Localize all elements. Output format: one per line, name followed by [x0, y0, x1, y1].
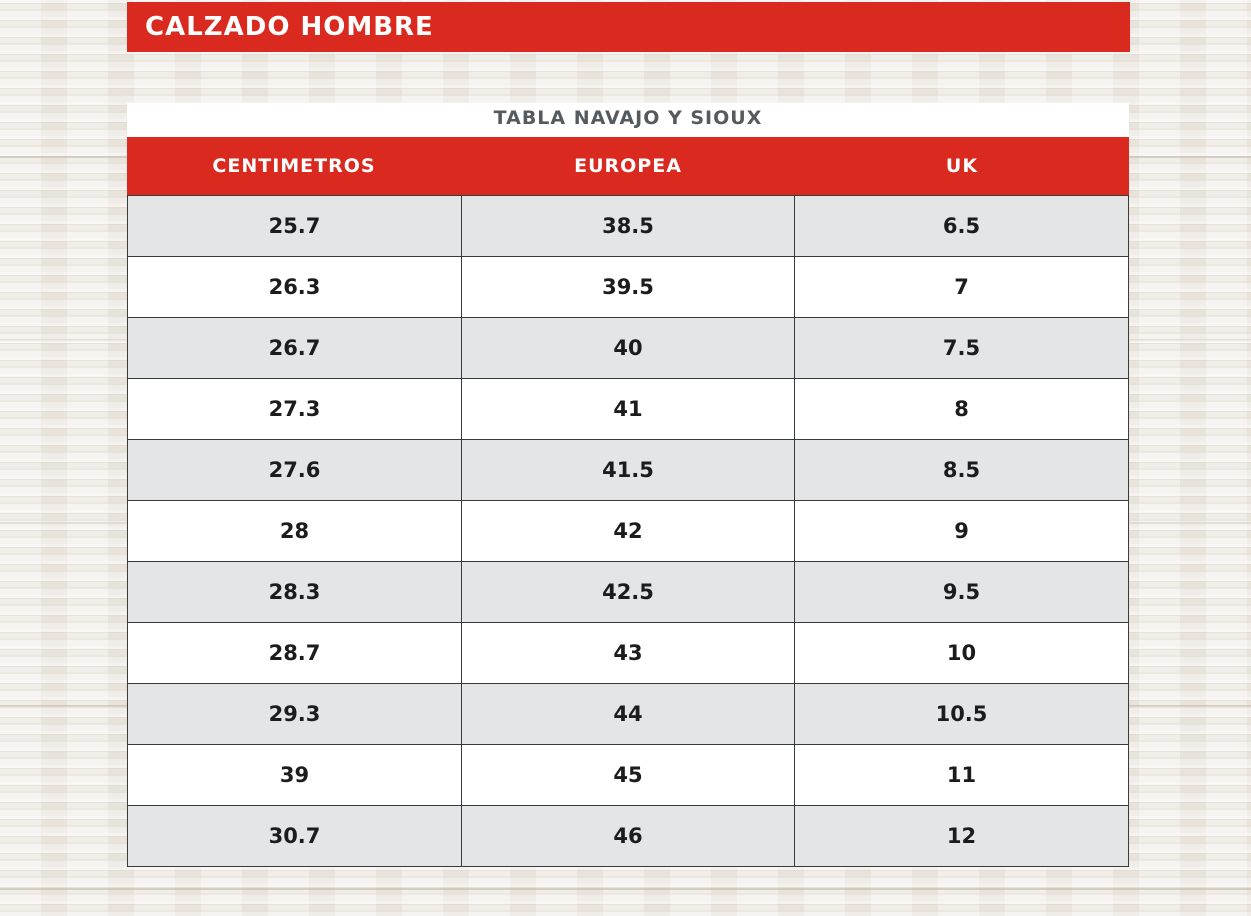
table-row: 26.3 39.5 7	[128, 256, 1128, 317]
table-row: 28 42 9	[128, 500, 1128, 561]
table-header-row: CENTIMETROS EUROPEA UK	[127, 137, 1129, 195]
table-row: 27.3 41 8	[128, 378, 1128, 439]
cell-europea: 40	[461, 318, 794, 378]
cell-centimetros: 27.6	[268, 458, 321, 482]
cell-europea: 45	[461, 745, 794, 805]
cell-europea: 46	[461, 806, 794, 866]
cell-uk: 6.5	[794, 196, 1128, 256]
cell-europea: 43	[461, 623, 794, 683]
cell-uk: 9	[794, 501, 1128, 561]
cell-centimetros: 26.3	[268, 275, 321, 299]
table-row: 25.7 38.5 6.5	[128, 195, 1128, 256]
cell-uk: 10	[794, 623, 1128, 683]
cell-europea: 41	[461, 379, 794, 439]
cell-centimetros: 28.7	[268, 641, 321, 665]
cell-europea: 42.5	[461, 562, 794, 622]
cell-uk: 7	[794, 257, 1128, 317]
table-row: 29.3 44 10.5	[128, 683, 1128, 744]
table-body: 25.7 38.5 6.5 26.3 39.5 7 26.7 40 7.5 27…	[127, 195, 1129, 867]
cell-europea: 42	[461, 501, 794, 561]
table-row: 39 45 11	[128, 744, 1128, 805]
cell-europea: 44	[461, 684, 794, 744]
cell-europea: 38.5	[461, 196, 794, 256]
cell-uk: 7.5	[794, 318, 1128, 378]
cell-centimetros: 28.3	[268, 580, 321, 604]
cell-uk: 11	[794, 745, 1128, 805]
table-title: TABLA NAVAJO Y SIOUX	[127, 103, 1129, 137]
cell-europea: 41.5	[461, 440, 794, 500]
column-header-centimetros: CENTIMETROS	[212, 155, 376, 177]
size-table: TABLA NAVAJO Y SIOUX CENTIMETROS EUROPEA…	[127, 103, 1129, 867]
cell-uk: 8.5	[794, 440, 1128, 500]
cell-uk: 10.5	[794, 684, 1128, 744]
cell-europea: 39.5	[461, 257, 794, 317]
column-header-europea: EUROPEA	[574, 155, 682, 177]
table-row: 27.6 41.5 8.5	[128, 439, 1128, 500]
cell-centimetros: 27.3	[268, 397, 321, 421]
column-header-uk: UK	[945, 155, 979, 177]
table-row: 30.7 46 12	[128, 805, 1128, 866]
table-row: 26.7 40 7.5	[128, 317, 1128, 378]
cell-uk: 8	[794, 379, 1128, 439]
header-bar: CALZADO HOMBRE	[127, 2, 1130, 52]
cell-uk: 9.5	[794, 562, 1128, 622]
page-title: CALZADO HOMBRE	[145, 12, 434, 42]
table-row: 28.3 42.5 9.5	[128, 561, 1128, 622]
cell-centimetros: 28	[279, 519, 310, 543]
table-row: 28.7 43 10	[128, 622, 1128, 683]
cell-centimetros: 39	[279, 763, 310, 787]
cell-centimetros: 26.7	[268, 336, 321, 360]
cell-centimetros: 29.3	[268, 702, 321, 726]
cell-uk: 12	[794, 806, 1128, 866]
cell-centimetros: 30.7	[268, 824, 321, 848]
cell-centimetros: 25.7	[268, 214, 321, 238]
